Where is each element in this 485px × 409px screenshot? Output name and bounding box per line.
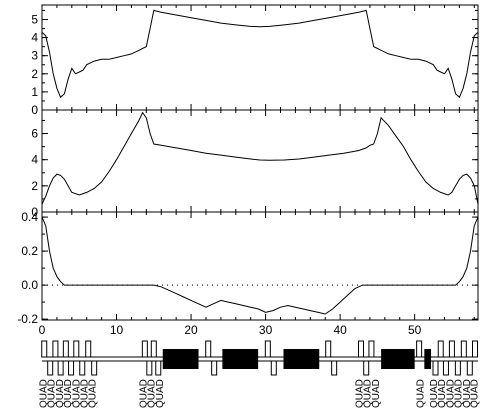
y-tick-label: 3 (31, 49, 38, 63)
quadrupole-focusing (357, 340, 364, 358)
quadrupole-focusing (141, 340, 148, 358)
element-label: QUAD (354, 379, 365, 408)
element-label: QUAD (416, 379, 427, 408)
panel-frame (41, 211, 479, 321)
element-label: QUAD (71, 379, 82, 408)
x-tick-label: 10 (110, 323, 124, 337)
y-tick-label: 1 (31, 85, 38, 99)
x-tick-label: 20 (184, 323, 198, 337)
element-label: QUAD (38, 379, 49, 408)
y-tick-label: -0.2 (17, 312, 38, 326)
quadrupole-focusing (472, 340, 479, 358)
quadrupole-defocusing (363, 360, 370, 376)
quadrupole-focusing (62, 340, 69, 358)
element-label: QUAD (155, 379, 166, 408)
y-tick-label: 2 (31, 179, 38, 193)
quadrupole-defocusing (155, 360, 162, 376)
quadrupole-defocusing (146, 360, 153, 376)
quadrupole-focusing (85, 340, 92, 358)
y-tick-label: 6 (31, 127, 38, 141)
x-tick-label: 50 (408, 323, 422, 337)
panel-1: 0 1 2 3 4 5 (31, 4, 479, 117)
quadrupole-focusing (205, 340, 212, 358)
quadrupole-focusing (437, 340, 444, 358)
dipole-magnet (424, 349, 432, 369)
element-label: QUAD (437, 379, 448, 408)
element-label: QUAD (454, 379, 465, 408)
quadrupole-defocusing (270, 360, 277, 376)
series-line-1 (41, 9, 479, 99)
y-tick-label: 2 (31, 67, 38, 81)
dipole-magnet (222, 349, 259, 369)
y-tick-label: 0 (31, 205, 38, 219)
quadrupole-focusing (368, 340, 375, 358)
quadrupole-defocusing (79, 360, 86, 376)
element-label: QUAD (469, 379, 480, 408)
panel-2: 0 2 4 6 (31, 109, 479, 219)
element-label: QUAD (147, 379, 158, 408)
quadrupole-focusing (460, 340, 467, 358)
y-tick-label: 0.0 (21, 278, 38, 292)
quadrupole-focusing (448, 340, 455, 358)
element-label: QUAD (55, 379, 66, 408)
y-tick-label: 4 (31, 31, 38, 45)
element-label: QUAD (445, 379, 456, 408)
y-tick-label: 0.4 (21, 210, 38, 224)
element-label: QUAD (429, 379, 440, 408)
y-tick-label: 5 (31, 12, 38, 26)
element-label: QUAD (138, 379, 149, 408)
quadrupole-defocusing (68, 360, 75, 376)
quadrupole-focusing (264, 340, 271, 358)
quadrupole-defocusing (91, 360, 98, 376)
element-label: QUAD (79, 379, 90, 408)
x-tick-label: 40 (333, 323, 347, 337)
panel-frame (41, 4, 479, 111)
element-label: QUAD (371, 379, 382, 408)
dipole-magnet (381, 349, 415, 369)
y-tick-label: 4 (31, 153, 38, 167)
quadrupole-defocusing (211, 360, 218, 376)
quadrupole-defocusing (432, 360, 439, 376)
quadrupole-focusing (41, 340, 48, 358)
y-tick-label: 0 (31, 103, 38, 117)
panel-3: -0.2 0.0 0.2 0.4 0 10 20 30 40 50 (17, 210, 479, 337)
element-label: QUAD (47, 379, 58, 408)
series-line-1 (41, 111, 479, 205)
element-label: QUAD (363, 379, 374, 408)
element-label: QUAD (462, 379, 473, 408)
y-tick-label: 0.2 (21, 244, 38, 258)
x-tick-label: 0 (39, 323, 46, 337)
quadrupole-focusing (52, 340, 59, 358)
quadrupole-defocusing (466, 360, 473, 376)
quadrupole-defocusing (47, 360, 54, 376)
quadrupole-defocusing (331, 360, 338, 376)
quadrupole-defocusing (442, 360, 449, 376)
quadrupole-focusing (150, 340, 157, 358)
element-label: QUAD (63, 379, 74, 408)
panel-frame (41, 109, 479, 213)
quadrupole-focusing (325, 340, 332, 358)
dipole-magnet (162, 349, 199, 369)
quadrupole-focusing (73, 340, 80, 358)
quadrupole-focusing (416, 340, 423, 358)
x-tick-label: 30 (259, 323, 273, 337)
dipole-magnet (283, 349, 320, 369)
quadrupole-defocusing (57, 360, 64, 376)
quadrupole-defocusing (454, 360, 461, 376)
element-label: QUAD (88, 379, 99, 408)
series-line-1 (41, 216, 479, 315)
